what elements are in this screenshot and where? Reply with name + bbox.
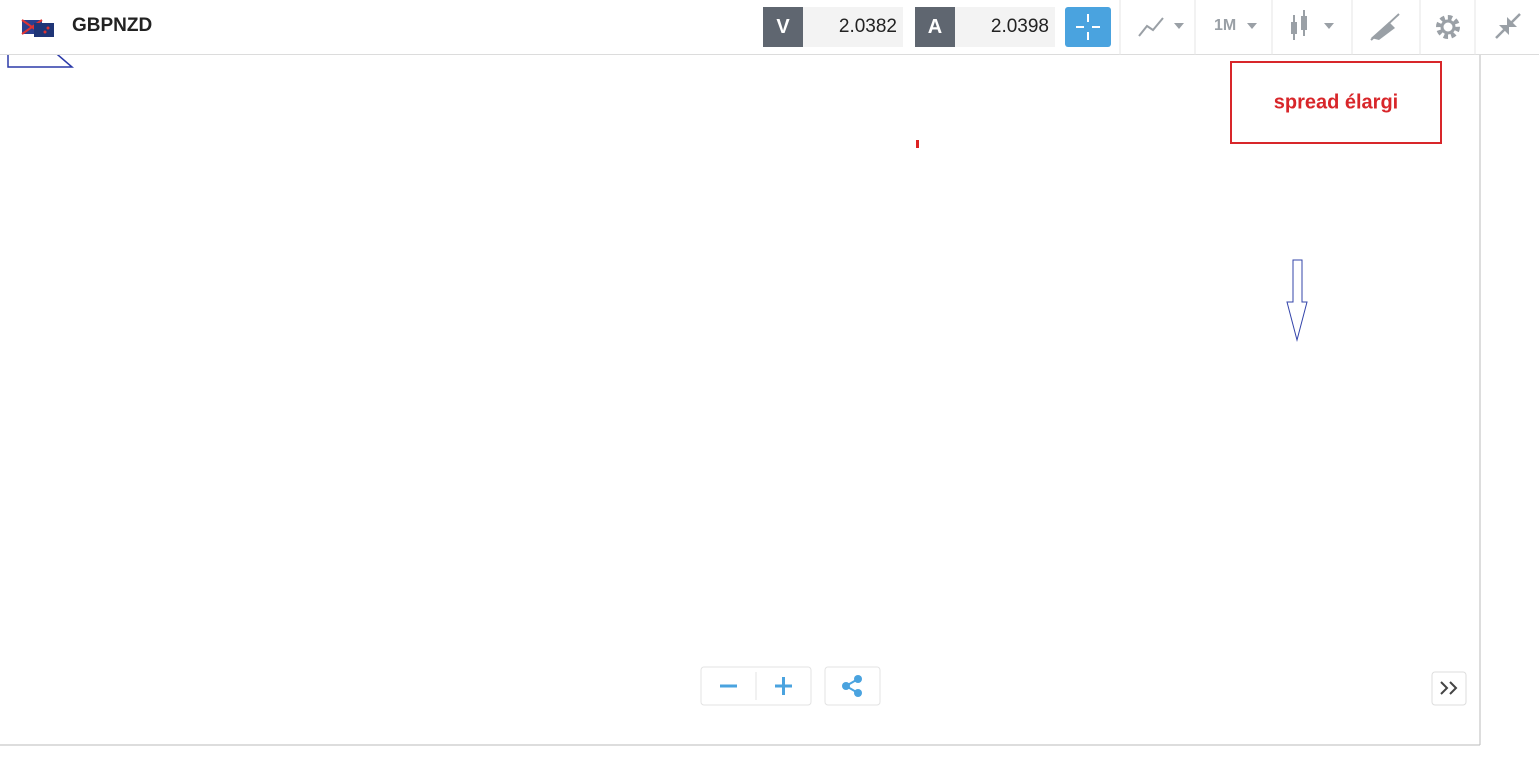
dropdown[interactable] [1247, 23, 1257, 29]
flag [43, 30, 47, 34]
scroll-icon [1440, 681, 1449, 695]
compress-icon [1507, 17, 1517, 27]
share-icon [854, 689, 862, 697]
drawn-arrow [1286, 259, 1308, 342]
small-mark [916, 140, 919, 148]
share-button[interactable] [824, 666, 881, 706]
crosshair-bg [1065, 7, 1111, 47]
flag [46, 26, 50, 30]
crosshair-button[interactable] [1065, 7, 1111, 47]
draw-icon [1370, 13, 1400, 41]
buy-button[interactable]: A [915, 7, 955, 47]
plot-area [0, 55, 1480, 745]
symbol: GBPNZD [72, 15, 153, 36]
settings-icon [1440, 19, 1456, 35]
scroll-button[interactable] [1431, 671, 1467, 706]
annotation-box [1230, 61, 1442, 144]
zoom-controls[interactable] [700, 666, 812, 706]
sell-button[interactable]: V [763, 7, 803, 47]
flag [21, 19, 43, 35]
scroll-icon [1449, 681, 1458, 695]
toolbar-icons [1119, 0, 1521, 55]
toolbar: GBPNZD V 2.0382 A 2.0398 [0, 0, 1539, 55]
sell-price[interactable]: 2.0382 [803, 7, 903, 47]
share-icon [842, 682, 850, 690]
settings-icon[interactable] [1436, 15, 1460, 39]
annotation: spread élargi [1274, 91, 1399, 113]
share-box [824, 666, 881, 706]
share-icon [854, 675, 862, 683]
compress-icon [1499, 25, 1509, 35]
chart-type-icon[interactable] [1138, 17, 1164, 37]
dropdown[interactable] [1174, 23, 1184, 29]
scroll-box [1431, 671, 1467, 706]
timeframe[interactable]: 1M [1214, 17, 1237, 34]
flag [34, 23, 54, 37]
flag-icon [21, 19, 54, 37]
buy-price[interactable]: 2.0398 [955, 7, 1055, 47]
dropdown[interactable] [1324, 23, 1334, 29]
